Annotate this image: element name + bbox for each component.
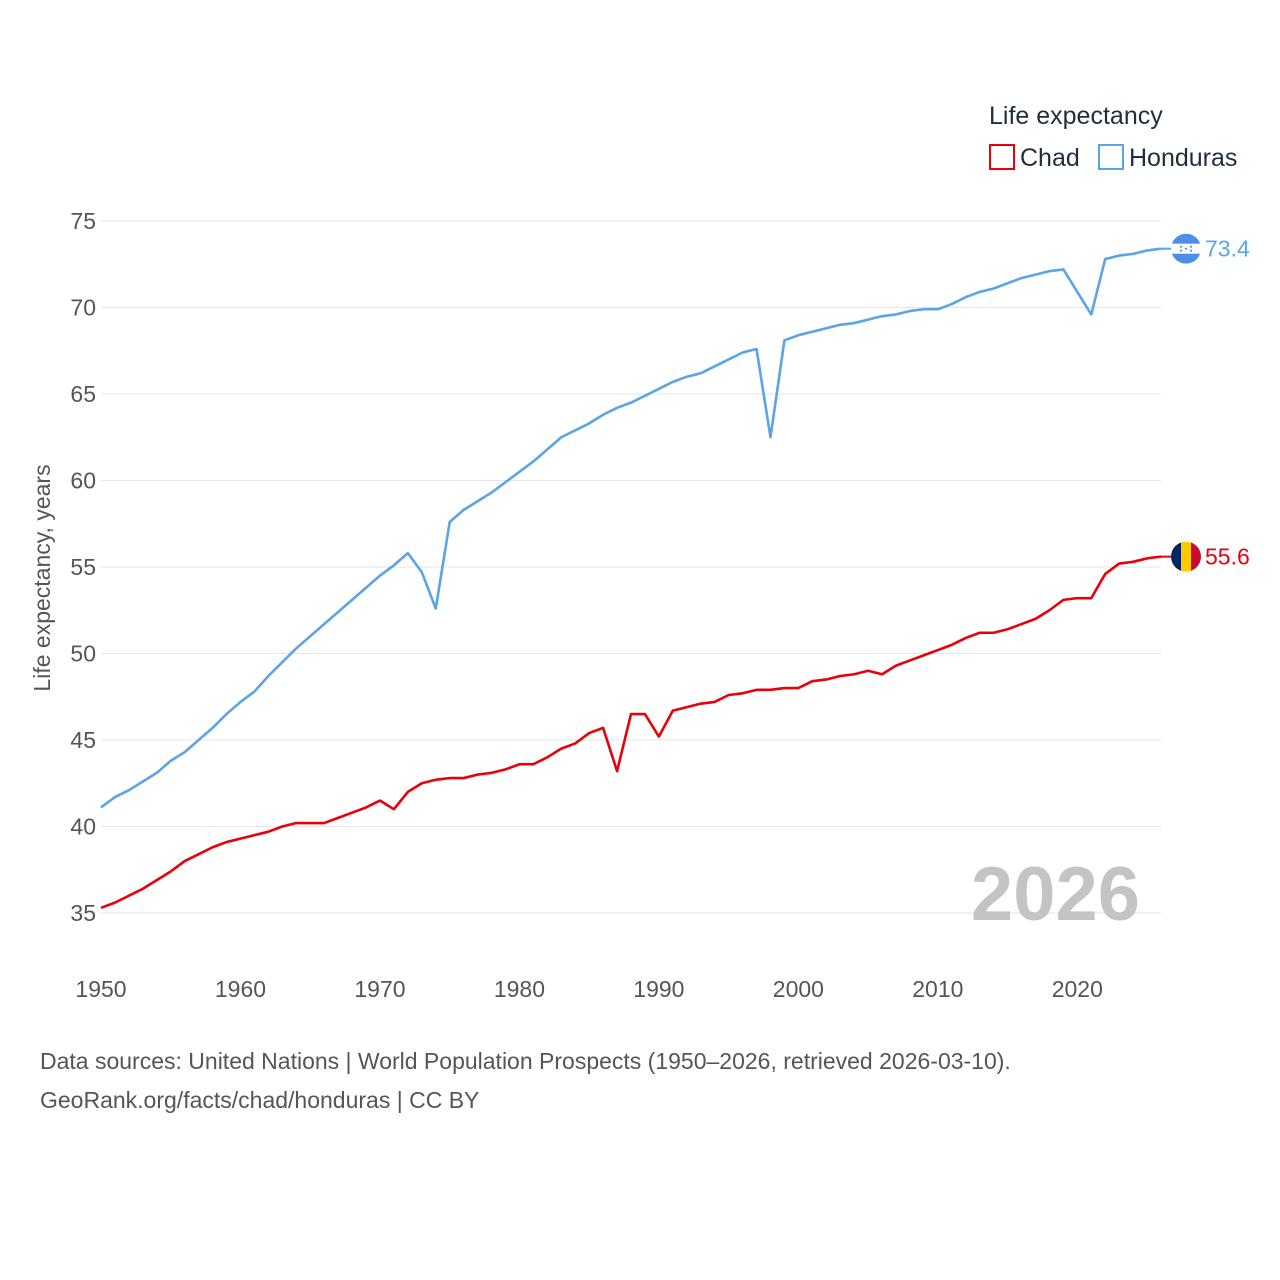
legend-item-chad[interactable]: Chad xyxy=(989,144,1080,172)
year-watermark: 2026 xyxy=(971,852,1140,937)
x-tick-label: 1960 xyxy=(215,976,266,1002)
legend: Life expectancy Chad Honduras xyxy=(989,102,1237,172)
x-tick-label: 2000 xyxy=(773,976,824,1002)
x-tick-label: 1990 xyxy=(633,976,684,1002)
legend-title: Life expectancy xyxy=(989,102,1163,130)
y-tick-label: 65 xyxy=(70,381,96,407)
y-axis-label: Life expectancy, years xyxy=(29,464,55,691)
x-tick-label: 1970 xyxy=(354,976,405,1002)
end-value-chad: 55.6 xyxy=(1205,544,1250,570)
y-tick-label: 60 xyxy=(70,468,96,494)
legend-label-chad: Chad xyxy=(1020,144,1080,172)
x-tick-label: 2020 xyxy=(1052,976,1103,1002)
series-end-markers: 55.6 73.4 xyxy=(1161,233,1250,572)
legend-item-honduras[interactable]: Honduras xyxy=(1098,144,1237,172)
end-value-honduras: 73.4 xyxy=(1205,236,1250,262)
gridlines xyxy=(101,220,1161,914)
chad-flag-icon xyxy=(1171,541,1201,572)
x-axis-ticks: 1950 1960 1970 1980 1990 2000 2010 2020 xyxy=(75,976,1102,1002)
y-tick-label: 75 xyxy=(70,208,96,234)
y-axis-ticks: 35 40 45 50 55 60 65 70 75 xyxy=(70,208,96,926)
y-tick-label: 70 xyxy=(70,295,96,321)
source-note: Data sources: United Nations | World Pop… xyxy=(40,1042,1011,1120)
source-line-2[interactable]: GeoRank.org/facts/chad/honduras | CC BY xyxy=(40,1087,480,1113)
series-line-honduras[interactable] xyxy=(100,247,1162,809)
x-tick-label: 1980 xyxy=(494,976,545,1002)
x-tick-label: 2010 xyxy=(912,976,963,1002)
y-tick-label: 35 xyxy=(70,900,96,926)
y-tick-label: 55 xyxy=(70,554,96,580)
legend-swatch-chad xyxy=(989,144,1015,170)
series-line-chad[interactable] xyxy=(100,555,1162,910)
honduras-flag-icon xyxy=(1171,233,1201,264)
legend-label-honduras: Honduras xyxy=(1129,144,1237,172)
legend-swatch-honduras xyxy=(1098,144,1124,170)
y-tick-label: 45 xyxy=(70,727,96,753)
x-tick-label: 1950 xyxy=(75,976,126,1002)
source-line-1: Data sources: United Nations | World Pop… xyxy=(40,1048,1011,1074)
y-tick-label: 50 xyxy=(70,641,96,667)
series-lines xyxy=(100,247,1162,910)
y-tick-label: 40 xyxy=(70,814,96,840)
